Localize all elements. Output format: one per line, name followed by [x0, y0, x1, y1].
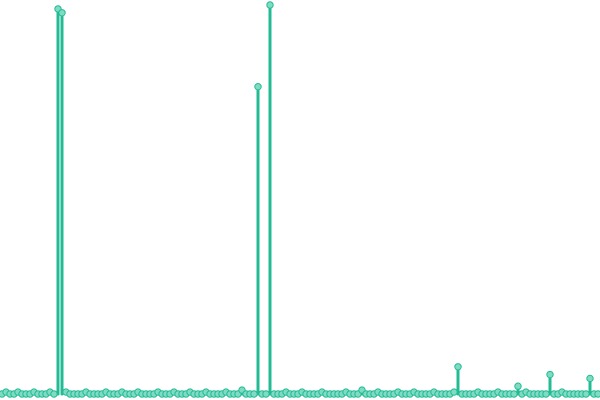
- dot: [266, 1, 274, 9]
- dot: [454, 363, 462, 371]
- dot: [594, 390, 600, 398]
- dot: [510, 390, 518, 398]
- dot: [250, 390, 258, 398]
- dot: [450, 388, 458, 396]
- dot: [586, 374, 594, 383]
- dot: [514, 382, 522, 390]
- dot: [254, 82, 262, 91]
- dot: [50, 390, 58, 398]
- dot: [546, 370, 554, 379]
- dot: [542, 390, 550, 398]
- dot: [262, 390, 270, 398]
- dot: [58, 9, 66, 17]
- dot: [582, 390, 590, 398]
